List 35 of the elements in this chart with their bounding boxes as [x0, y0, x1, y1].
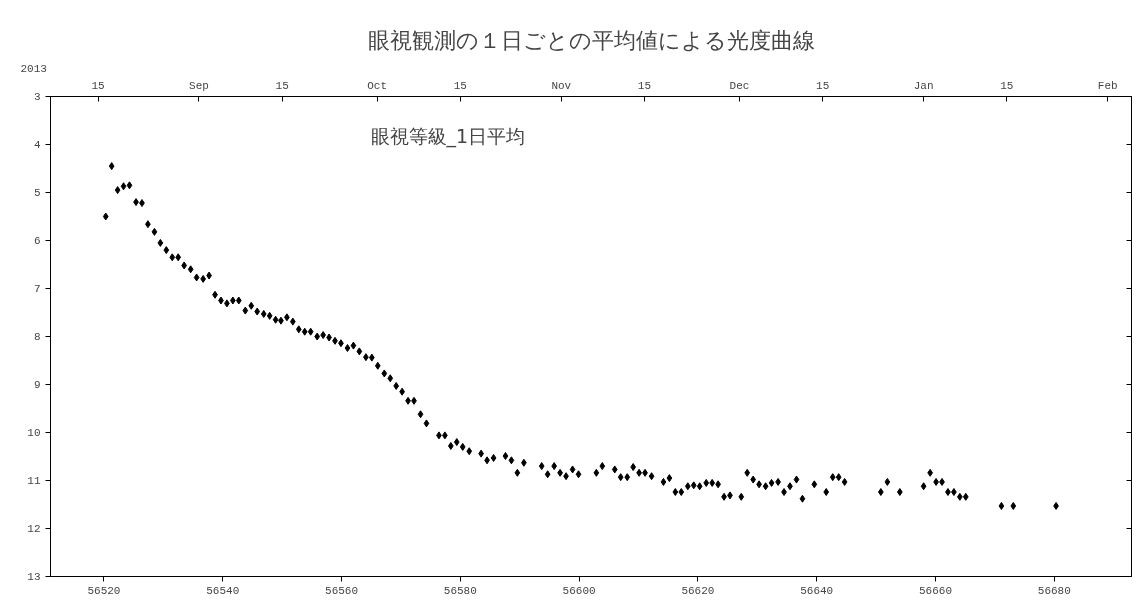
y-tick-label: 8	[33, 331, 41, 343]
x-tick-label: 56660	[918, 584, 953, 597]
x-tick-label: 56620	[681, 584, 715, 597]
x-tick-label: 56560	[325, 584, 359, 597]
y-tick-label: 3	[33, 91, 41, 103]
chart-title: 眼視観測の１日ごとの平均値による光度曲線	[367, 27, 815, 53]
x2-tick-label: 15	[1000, 79, 1014, 92]
y-tick-label: 12	[27, 523, 41, 535]
annotation: 眼視等級_1日平均	[370, 124, 526, 148]
y-tick-label: 10	[27, 427, 41, 439]
x2-tick-label: Nov	[551, 79, 572, 92]
x-tick-label: 56580	[443, 584, 477, 597]
x2-tick-label: 15	[637, 79, 652, 92]
x2-tick-label: 15	[816, 79, 830, 92]
x2-tick-label: Jan	[913, 79, 934, 92]
x-tick-label: 56680	[1037, 584, 1071, 597]
y-tick-label: 11	[27, 475, 41, 487]
x-tick-label: 56600	[562, 584, 596, 597]
y-tick-label: 13	[27, 571, 41, 583]
x2-tick-label: Dec	[729, 79, 750, 92]
x-tick-label: 56540	[206, 584, 240, 597]
x2-tick-label: 15	[91, 79, 105, 92]
text: 2013	[20, 62, 47, 75]
x2-tick-label: 15	[275, 79, 289, 92]
y-tick-label: 4	[33, 139, 41, 151]
y-tick-label: 9	[33, 379, 41, 391]
x2-tick-label: 15	[453, 79, 467, 92]
x2-tick-label: Oct	[367, 79, 388, 92]
y-tick-label: 6	[33, 235, 41, 247]
x2-tick-label: Feb	[1097, 79, 1118, 92]
x-tick-label: 56520	[87, 584, 121, 597]
x2-tick-label: Sep	[189, 79, 209, 92]
x-tick-label: 56640	[800, 584, 834, 597]
y-tick-label: 5	[33, 187, 41, 199]
y-tick-label: 7	[33, 283, 41, 295]
